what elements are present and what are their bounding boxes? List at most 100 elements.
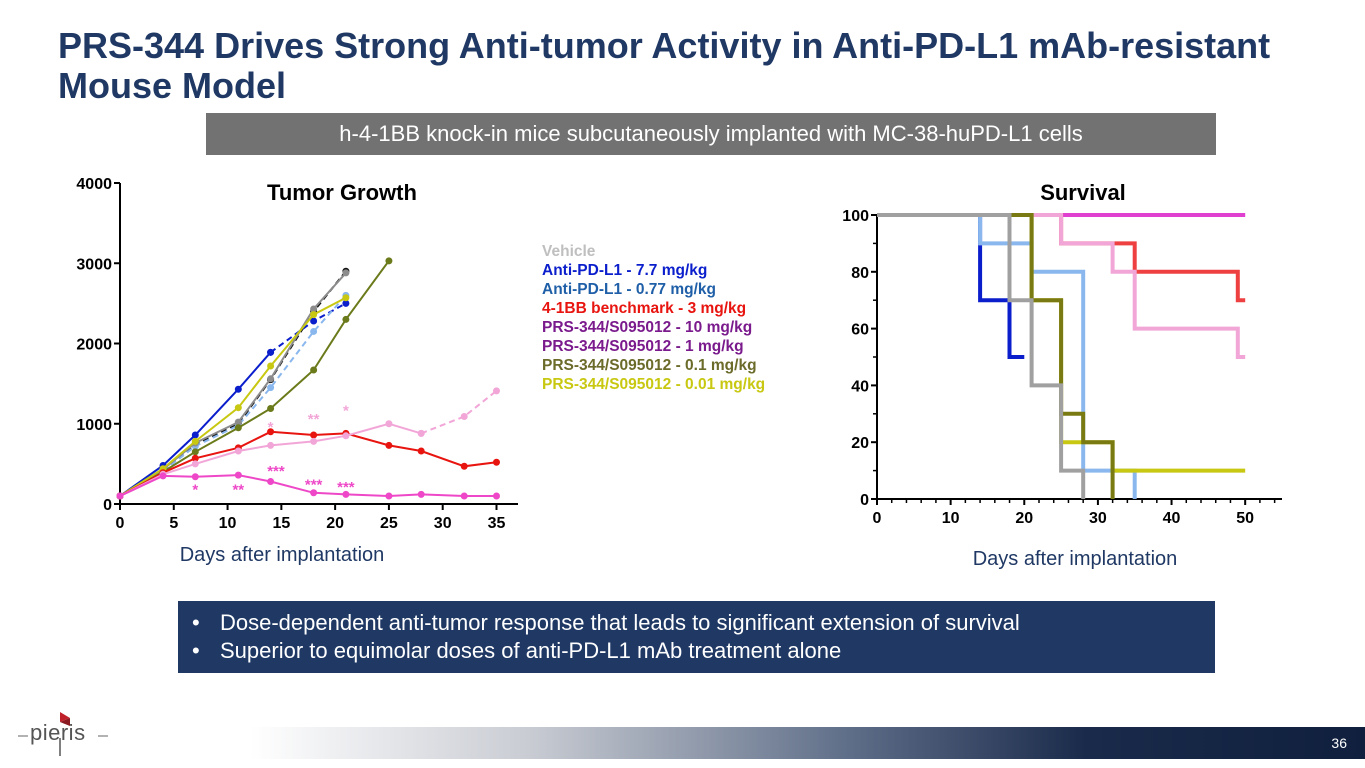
data-point	[492, 458, 500, 466]
data-point	[267, 405, 275, 413]
page-number: 36	[1331, 735, 1347, 751]
x-tick-label: 0	[873, 510, 882, 527]
data-point	[460, 492, 468, 500]
significance-mark: **	[308, 411, 320, 428]
data-point	[191, 431, 199, 439]
data-point	[310, 311, 318, 319]
data-point	[234, 471, 242, 479]
legend-entry: PRS-344/S095012 - 10 mg/kg	[542, 319, 753, 336]
legend-entry: PRS-344/S095012 - 0.01 mg/kg	[542, 376, 766, 393]
chart-title: Tumor Growth	[267, 180, 417, 205]
bullet-text: Superior to equimolar doses of anti-PD-L…	[220, 638, 842, 663]
legend-entry: 4-1BB benchmark - 3 mg/kg	[542, 300, 747, 317]
y-tick-label: 1000	[76, 417, 112, 434]
bullet-text: Dose-dependent anti-tumor response that …	[220, 610, 1020, 635]
x-tick-label: 10	[942, 510, 960, 527]
data-point	[191, 437, 199, 445]
data-point	[310, 366, 318, 374]
data-point	[385, 257, 393, 265]
data-point	[417, 490, 425, 498]
y-tick-label: 3000	[76, 256, 112, 273]
data-point	[234, 447, 242, 455]
bullet-item: • Superior to equimolar doses of anti-PD-…	[192, 638, 842, 663]
legend-entry: Anti-PD-L1 - 7.7 mg/kg	[542, 262, 708, 279]
significance-mark: **	[232, 481, 244, 498]
data-point	[191, 473, 199, 481]
y-tick-label: 20	[851, 435, 869, 452]
subtitle-text: h-4-1BB knock-in mice subcutaneously imp…	[339, 121, 1083, 146]
significance-mark: ***	[337, 479, 355, 496]
series-line	[877, 213, 1115, 499]
legend-entry: PRS-344/S095012 - 1 mg/kg	[542, 338, 744, 355]
chart-legend: Vehicle Anti-PD-L1 - 7.7 mg/kg Anti-PD-L1 …	[542, 242, 765, 394]
data-point	[267, 362, 275, 370]
data-point	[385, 441, 393, 449]
x-tick-label: 0	[116, 515, 125, 532]
data-point	[234, 404, 242, 412]
x-tick-label: 20	[326, 515, 344, 532]
series-line	[270, 302, 347, 354]
data-point	[267, 348, 275, 356]
data-point	[310, 437, 318, 445]
data-point	[342, 315, 350, 323]
legend-entry: Vehicle	[542, 243, 596, 260]
x-tick-label: 10	[219, 515, 237, 532]
data-point	[191, 448, 199, 456]
series-line	[420, 390, 498, 435]
data-point	[417, 447, 425, 455]
x-tick-label: 25	[380, 515, 398, 532]
data-point	[267, 375, 275, 383]
series-line	[877, 213, 1246, 359]
chart-title: Survival	[1040, 180, 1126, 205]
data-point	[385, 492, 393, 500]
data-point	[267, 428, 275, 436]
data-point	[492, 387, 500, 395]
key-points-box: • Dose-dependent anti-tumor response that…	[178, 601, 1215, 673]
data-point	[342, 294, 350, 302]
data-point	[310, 327, 318, 335]
significance-mark: *	[343, 403, 349, 420]
significance-mark: ***	[267, 463, 285, 480]
data-point	[460, 413, 468, 421]
data-point	[310, 431, 318, 439]
data-point	[460, 462, 468, 470]
y-tick-label: 100	[842, 208, 869, 225]
data-point	[267, 384, 275, 392]
significance-mark: *	[192, 481, 198, 498]
series-line	[877, 213, 1137, 499]
data-point	[310, 317, 318, 325]
data-point	[492, 492, 500, 500]
x-tick-label: 15	[272, 515, 290, 532]
x-axis-label: Days after implantation	[973, 548, 1178, 570]
data-point	[191, 460, 199, 468]
data-point	[342, 299, 350, 307]
data-point	[342, 432, 350, 440]
y-tick-label: 2000	[76, 337, 112, 354]
x-tick-label: 50	[1236, 510, 1254, 527]
data-point	[342, 490, 350, 498]
logo-text: pieris	[30, 720, 86, 745]
data-point	[191, 454, 199, 462]
x-tick-label: 30	[434, 515, 452, 532]
bullet-item: • Dose-dependent anti-tumor response that…	[192, 610, 1020, 635]
y-tick-label: 0	[860, 492, 869, 509]
significance-mark: *	[268, 419, 274, 436]
y-tick-label: 40	[851, 378, 869, 395]
data-point	[417, 429, 425, 437]
y-tick-label: 60	[851, 322, 869, 339]
footer-bar	[250, 727, 1365, 759]
data-point	[310, 305, 318, 313]
data-point	[342, 269, 350, 277]
x-tick-label: 20	[1015, 510, 1033, 527]
data-point	[234, 424, 242, 432]
data-point	[310, 489, 318, 497]
series-line	[119, 296, 347, 497]
data-point	[159, 472, 167, 480]
subtitle-banner: h-4-1BB knock-in mice subcutaneously imp…	[206, 113, 1216, 155]
y-tick-label: 0	[103, 497, 112, 514]
slide-title: PRS-344 Drives Strong Anti-tumor Activit…	[58, 25, 1271, 106]
legend-entry: Anti-PD-L1 - 0.77 mg/kg	[542, 281, 716, 298]
series-line	[119, 270, 347, 497]
data-point	[234, 385, 242, 393]
